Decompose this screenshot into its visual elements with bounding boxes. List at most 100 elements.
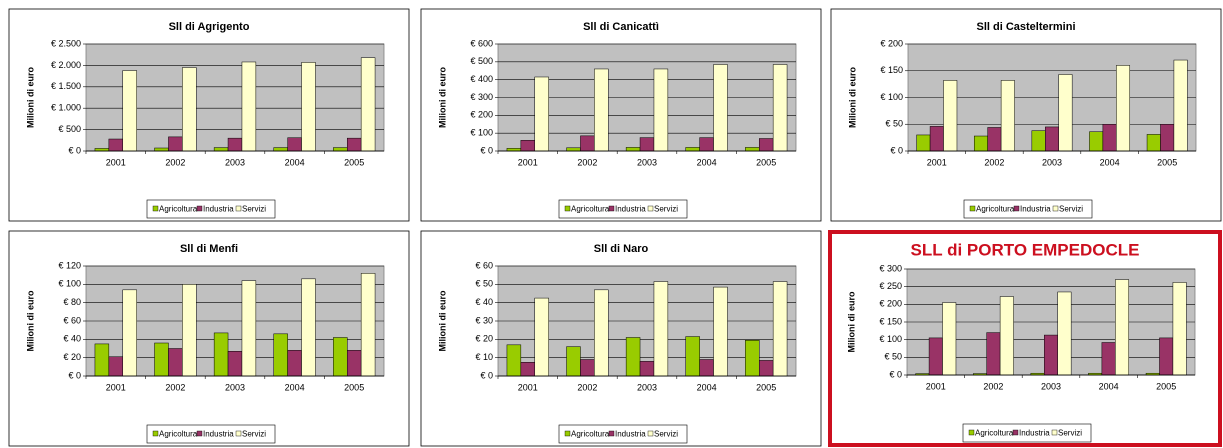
legend-box <box>146 199 276 219</box>
x-tick-label: 2005 <box>756 157 776 167</box>
bar <box>182 284 197 377</box>
bar <box>566 346 581 377</box>
y-tick-label: € 50 <box>475 279 493 289</box>
chart-panel: Sll di Casteltermini € 0 € 50 € 100 € 150 € 2… <box>830 8 1222 222</box>
bar <box>758 138 774 152</box>
bar <box>943 80 958 152</box>
y-tick-label: € 60 <box>63 315 81 325</box>
x-tick-label: 2003 <box>225 157 245 167</box>
y-axis-title: Milioni di euro <box>25 290 35 351</box>
x-tick-label: 2002 <box>577 382 597 392</box>
chart-title: Sll di Agrigento <box>169 21 250 33</box>
y-axis-title: Milioni di euro <box>846 291 856 352</box>
y-tick-label: € 40 <box>63 334 81 344</box>
bar <box>1160 124 1175 152</box>
x-tick-label: 2001 <box>518 157 538 167</box>
bar <box>333 147 348 152</box>
bar <box>360 273 376 377</box>
legend-label: Industria <box>203 205 234 214</box>
legend-swatch <box>647 205 654 212</box>
legend-swatch <box>647 430 654 437</box>
x-tick-label: 2004 <box>697 382 717 392</box>
legend-label: Industria <box>615 205 646 214</box>
x-tick-label: 2004 <box>1100 157 1120 167</box>
bar <box>213 147 229 152</box>
bar <box>1045 126 1059 152</box>
x-tick-label: 2002 <box>577 157 597 167</box>
legend-label: Industria <box>615 430 646 439</box>
y-tick-label: € 150 <box>880 65 903 75</box>
bar <box>273 333 288 377</box>
y-tick-label: € 80 <box>63 297 81 307</box>
x-tick-label: 2002 <box>165 382 185 392</box>
legend-box <box>963 199 1093 219</box>
y-tick-label: € 60 <box>475 260 493 270</box>
bar <box>999 296 1014 376</box>
chart-title: Sll di Naro <box>594 243 649 255</box>
bar <box>713 64 728 152</box>
bar <box>1102 124 1117 152</box>
legend-swatch <box>196 205 203 212</box>
y-tick-label: € 250 <box>879 281 902 291</box>
y-tick-label: € 40 <box>475 297 493 307</box>
legend-swatch <box>1013 205 1020 212</box>
y-tick-label: € 100 <box>880 92 903 102</box>
x-tick-label: 2005 <box>1156 381 1176 391</box>
y-axis-title: Milioni di euro <box>847 67 857 128</box>
bar <box>1000 80 1015 152</box>
legend-swatch <box>564 430 571 437</box>
y-tick-label: € 20 <box>63 352 81 362</box>
y-tick-label: € 200 <box>880 38 903 48</box>
legend-swatch <box>968 429 975 436</box>
y-tick-label: € 10 <box>475 352 493 362</box>
y-tick-label: € 50 <box>884 352 902 362</box>
chart-panel: Sll di Agrigento € 0 € 500 € 1.000 € 1.500 € … <box>8 8 410 222</box>
bar <box>534 297 549 377</box>
bar <box>301 278 316 377</box>
bar <box>346 137 362 152</box>
bar <box>241 61 257 152</box>
y-tick-label: € 1.000 <box>51 103 81 113</box>
bar <box>301 62 316 152</box>
chart-panel: Sll di Canicattì € 0 € 100 € 200 € 300 € 400 €… <box>420 8 822 222</box>
legend-swatch <box>152 430 159 437</box>
y-tick-label: € 120 <box>58 260 81 270</box>
legend-box <box>146 424 276 444</box>
chart-panel: Sll di Naro € 0 € 10 € 20 € 30 € 40 € 50 € 60 Mi… <box>420 230 822 447</box>
chart-panel: Sll di Menfi € 0 € 20 € 40 € 60 € 80 € 100 € 12… <box>8 230 410 447</box>
x-tick-label: 2004 <box>285 157 305 167</box>
bar <box>154 147 169 152</box>
y-tick-label: € 0 <box>889 369 902 379</box>
bar <box>594 68 609 152</box>
x-tick-label: 2002 <box>983 381 1003 391</box>
legend-label: Servizi <box>654 430 678 439</box>
bar <box>168 136 183 152</box>
x-tick-label: 2003 <box>225 382 245 392</box>
bar <box>227 137 243 152</box>
legend-swatch <box>1012 429 1019 436</box>
bar <box>758 360 774 377</box>
x-tick-label: 2003 <box>1041 381 1061 391</box>
y-tick-label: € 1.500 <box>51 81 81 91</box>
chart-title: Sll di Canicattì <box>583 21 659 33</box>
bar <box>520 140 536 152</box>
legend-swatch <box>235 205 242 212</box>
bar <box>1089 131 1104 152</box>
legend-swatch <box>235 430 242 437</box>
bar <box>745 340 760 377</box>
y-tick-label: € 2.000 <box>51 60 81 70</box>
bar <box>973 135 988 152</box>
bar <box>685 147 700 152</box>
bar <box>182 67 197 152</box>
x-tick-label: 2005 <box>756 382 776 392</box>
y-tick-label: € 0 <box>890 145 903 155</box>
legend-label: Servizi <box>242 430 266 439</box>
bar <box>772 64 788 152</box>
x-tick-label: 2004 <box>697 157 717 167</box>
y-tick-label: € 100 <box>58 279 81 289</box>
legend-box <box>558 424 688 444</box>
bar <box>772 281 788 377</box>
legend-label: Servizi <box>654 205 678 214</box>
